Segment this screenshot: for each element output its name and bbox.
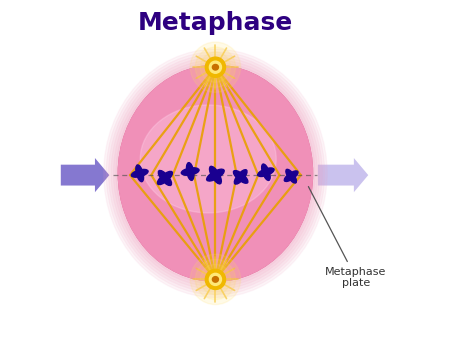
Ellipse shape xyxy=(205,269,226,290)
Ellipse shape xyxy=(186,163,194,180)
Ellipse shape xyxy=(212,65,219,70)
Ellipse shape xyxy=(212,277,219,282)
Ellipse shape xyxy=(199,155,232,191)
Ellipse shape xyxy=(207,164,224,182)
Ellipse shape xyxy=(175,129,256,218)
Ellipse shape xyxy=(195,259,236,300)
Ellipse shape xyxy=(205,57,226,77)
Ellipse shape xyxy=(116,63,315,284)
Ellipse shape xyxy=(159,110,272,236)
Ellipse shape xyxy=(111,57,320,289)
Ellipse shape xyxy=(286,169,296,183)
Ellipse shape xyxy=(136,165,144,182)
Ellipse shape xyxy=(157,171,173,184)
Ellipse shape xyxy=(143,92,288,254)
Ellipse shape xyxy=(210,61,221,73)
Ellipse shape xyxy=(233,170,248,183)
Ellipse shape xyxy=(140,105,276,213)
Ellipse shape xyxy=(258,168,274,177)
Ellipse shape xyxy=(151,101,280,245)
Ellipse shape xyxy=(167,119,264,227)
Ellipse shape xyxy=(118,65,312,281)
Ellipse shape xyxy=(234,170,247,184)
Ellipse shape xyxy=(201,52,230,82)
Ellipse shape xyxy=(210,166,221,184)
Ellipse shape xyxy=(191,146,240,200)
Ellipse shape xyxy=(118,65,312,281)
Ellipse shape xyxy=(262,164,270,180)
Ellipse shape xyxy=(183,137,248,209)
Ellipse shape xyxy=(195,47,236,87)
Ellipse shape xyxy=(127,74,304,272)
Text: Metaphase: Metaphase xyxy=(138,12,293,35)
Ellipse shape xyxy=(131,169,148,177)
Ellipse shape xyxy=(190,254,241,305)
Ellipse shape xyxy=(135,83,296,263)
Ellipse shape xyxy=(207,169,224,181)
Text: Metaphase
plate: Metaphase plate xyxy=(309,187,386,288)
Ellipse shape xyxy=(284,171,298,182)
FancyArrow shape xyxy=(318,158,368,192)
FancyArrow shape xyxy=(61,158,109,192)
Ellipse shape xyxy=(210,273,221,286)
Ellipse shape xyxy=(158,170,172,186)
Ellipse shape xyxy=(201,264,230,295)
Ellipse shape xyxy=(113,60,318,287)
Ellipse shape xyxy=(190,42,241,92)
Ellipse shape xyxy=(106,52,325,295)
Ellipse shape xyxy=(109,55,322,292)
Ellipse shape xyxy=(182,168,199,175)
Ellipse shape xyxy=(104,49,327,297)
